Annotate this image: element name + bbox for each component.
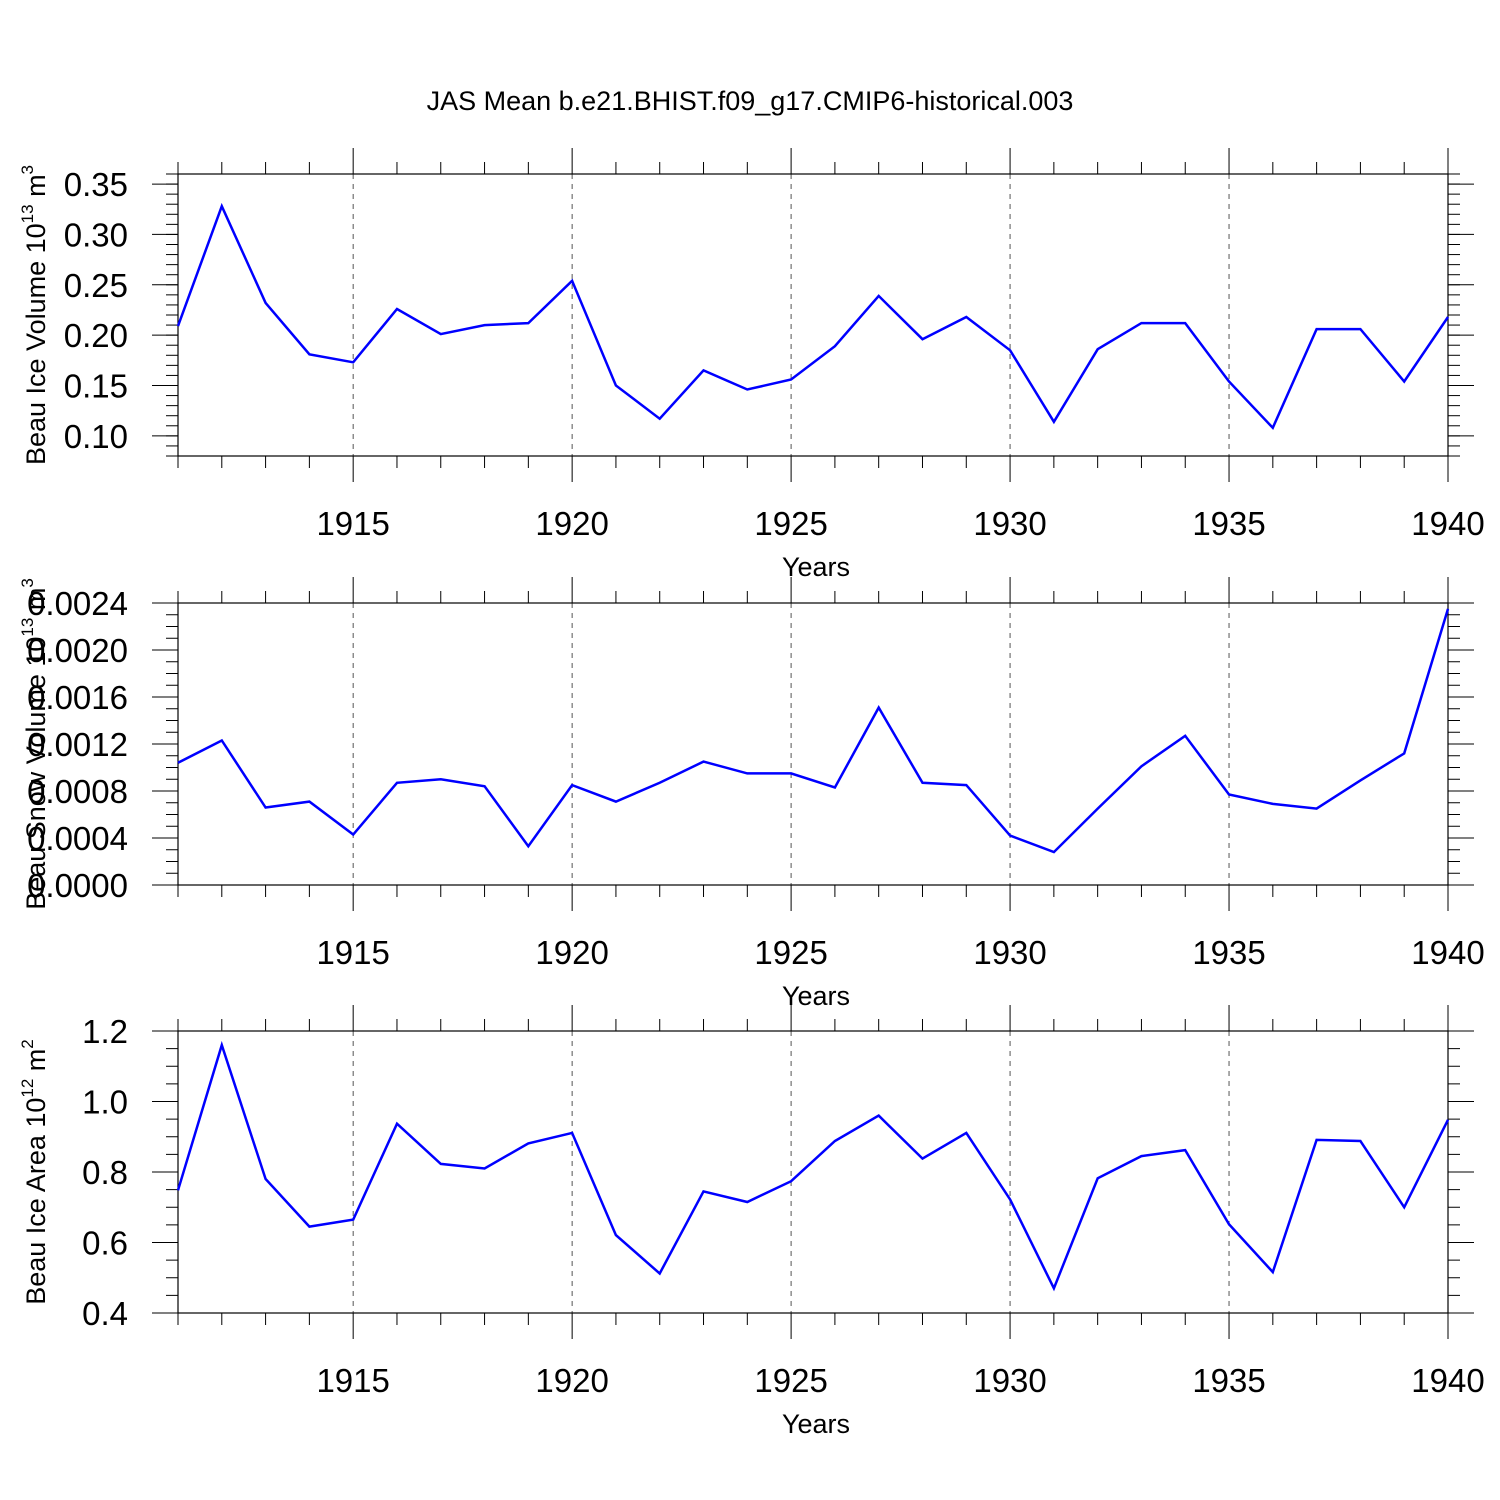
chart-panel-3: 1915 1920 1925 1930 1935 1940 0.4 0.6 0.8 1.0 1.2 Y… xyxy=(18,1005,1485,1439)
x-tick-label: 1935 xyxy=(1192,505,1265,542)
x-tick-label: 1930 xyxy=(973,505,1046,542)
x-axis-label: Years xyxy=(782,1409,850,1439)
series-line xyxy=(176,1040,1450,1292)
y-axis-label: Beau Ice Area 1012 m2 xyxy=(18,1039,51,1305)
y-tick-label: 1.0 xyxy=(82,1084,128,1121)
plot-frame xyxy=(177,602,1449,886)
x-tick-label: 1930 xyxy=(973,1362,1046,1399)
y-tick-label: 0.25 xyxy=(64,267,128,304)
x-tick-label: 1915 xyxy=(316,934,389,971)
y-tick-label: 1.2 xyxy=(82,1013,128,1050)
x-tick-label: 1915 xyxy=(316,1362,389,1399)
y-tick-label: 0.4 xyxy=(82,1295,128,1332)
x-tick-label: 1925 xyxy=(754,505,827,542)
chart-panel-2: 1915 1920 1925 1930 1935 1940 0.0000 0.0004 0.00… xyxy=(18,577,1485,1011)
chart-panel-1: 1915 1920 1925 1930 1935 1940 0.10 0.15 0.20 0.25… xyxy=(18,148,1485,582)
x-tick-label: 1925 xyxy=(754,934,827,971)
series-line xyxy=(176,202,1450,431)
x-tick-label: 1920 xyxy=(535,1362,608,1399)
x-tick-label: 1940 xyxy=(1411,1362,1484,1399)
y-tick-label: 0.0016 xyxy=(27,679,128,716)
y-tick-label: 0.35 xyxy=(64,166,128,203)
x-axis-label: Years xyxy=(782,552,850,582)
chart-title: JAS Mean b.e21.BHIST.f09_g17.CMIP6-histo… xyxy=(427,86,1074,116)
series-line xyxy=(177,608,1450,854)
x-tick-label: 1940 xyxy=(1411,505,1484,542)
x-tick-label: 1935 xyxy=(1192,1362,1265,1399)
y-tick-label: 0.0000 xyxy=(27,867,128,904)
y-axis-label: Beau Ice Volume 1013 m3 xyxy=(18,165,51,465)
y-tick-label: 0.0008 xyxy=(27,773,128,810)
y-axis-label: Beau Snow Volume 1013 m3 xyxy=(18,578,51,910)
y-tick-label: 0.6 xyxy=(82,1225,128,1262)
plot-frame xyxy=(177,1030,1449,1314)
y-tick-label: 0.0024 xyxy=(27,585,128,622)
x-tick-label: 1920 xyxy=(535,505,608,542)
x-axis-label: Years xyxy=(782,981,850,1011)
x-tick-label: 1915 xyxy=(316,505,389,542)
y-tick-label: 0.0012 xyxy=(27,726,128,763)
y-tick-label: 0.30 xyxy=(64,216,128,253)
x-tick-label: 1930 xyxy=(973,934,1046,971)
x-tick-label: 1925 xyxy=(754,1362,827,1399)
x-tick-label: 1920 xyxy=(535,934,608,971)
x-tick-label: 1940 xyxy=(1411,934,1484,971)
y-tick-label: 0.10 xyxy=(64,418,128,455)
y-tick-label: 0.8 xyxy=(82,1154,128,1191)
x-tick-label: 1935 xyxy=(1192,934,1265,971)
y-tick-label: 0.0020 xyxy=(27,632,128,669)
plot-frame xyxy=(177,173,1449,457)
y-tick-label: 0.15 xyxy=(64,368,128,405)
y-tick-label: 0.0004 xyxy=(27,820,128,857)
y-tick-label: 0.20 xyxy=(64,317,128,354)
